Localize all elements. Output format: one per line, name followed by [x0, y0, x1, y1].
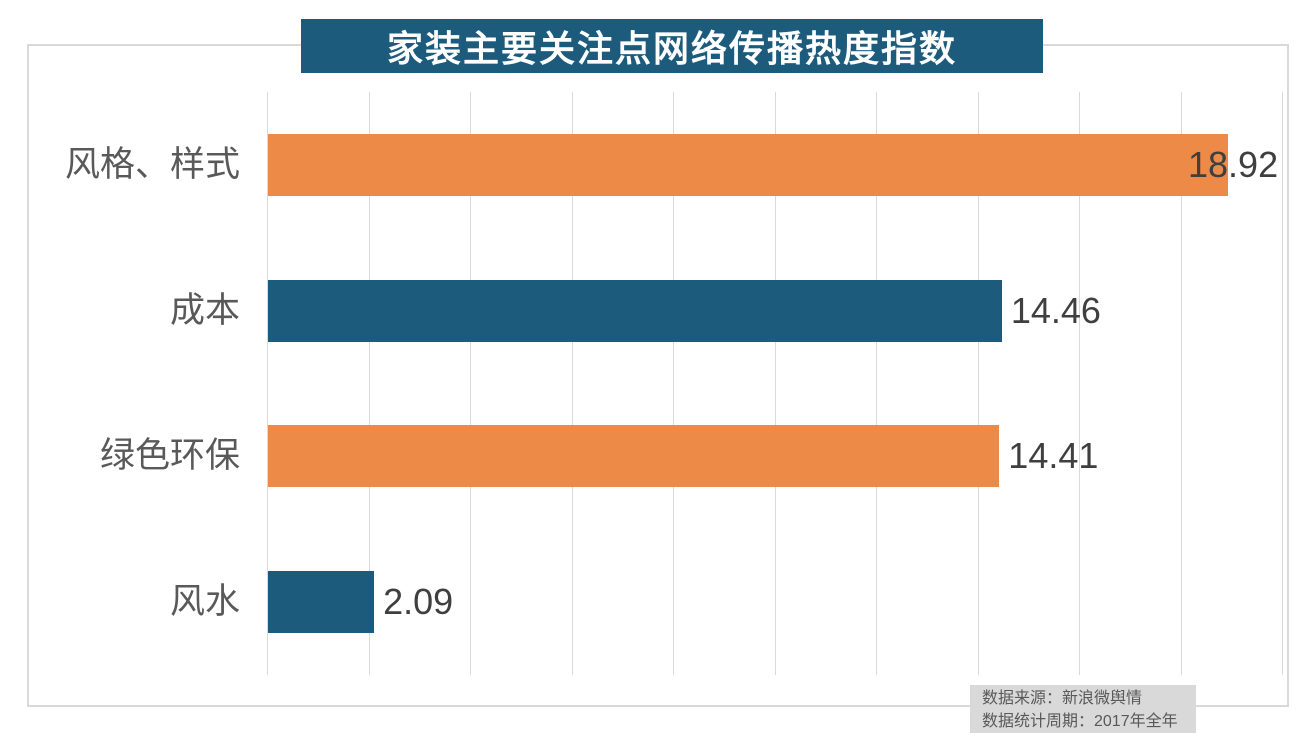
chart-title-banner: 家装主要关注点网络传播热度指数 [301, 19, 1043, 73]
bar-3 [268, 571, 375, 634]
bar-2 [268, 425, 1000, 488]
source-note-line2: 数据统计周期：2017年全年 [982, 713, 1178, 730]
chart-title: 家装主要关注点网络传播热度指数 [386, 28, 957, 69]
value-label: 14.41 [1008, 435, 1099, 477]
gridline [977, 92, 979, 675]
category-label: 风水 [169, 582, 240, 622]
gridline [1180, 92, 1182, 675]
gridline [876, 92, 877, 675]
value-label: 18.92 [1188, 143, 1279, 185]
value-label: 14.46 [1010, 289, 1101, 331]
bar-1 [268, 279, 1002, 342]
gridline [673, 92, 674, 675]
gridline [267, 92, 268, 675]
category-label: 风格、样式 [64, 144, 240, 184]
bar-0 [268, 133, 1229, 196]
gridline [470, 92, 471, 675]
gridline [571, 92, 573, 675]
category-label: 成本 [169, 290, 240, 330]
source-note-box: 数据来源：新浪微舆情 数据统计周期：2017年全年 [970, 685, 1196, 733]
gridline [368, 92, 370, 675]
gridline [1282, 92, 1283, 675]
gridline [1079, 92, 1080, 675]
category-label: 绿色环保 [99, 436, 240, 476]
plot-area: 18.92 14.46 14.41 2.09 [267, 92, 1283, 675]
gridline [774, 92, 776, 675]
value-label: 2.09 [383, 581, 454, 623]
source-note-line1: 数据来源：新浪微舆情 [982, 690, 1143, 707]
